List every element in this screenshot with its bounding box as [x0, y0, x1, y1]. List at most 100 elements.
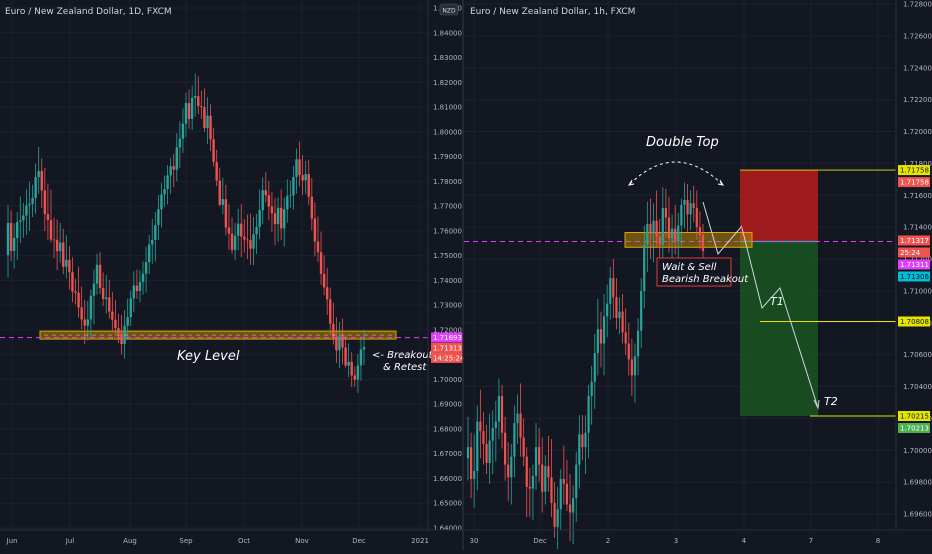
hourly-candle-body — [482, 431, 485, 444]
projection-arrow-icon — [813, 399, 820, 410]
hourly-candle-body — [664, 208, 667, 218]
breakout-label: <- Breakout — [372, 350, 434, 361]
hourly-candle-body — [500, 396, 504, 433]
daily-candle-body — [304, 174, 307, 181]
breakout-path[interactable] — [702, 201, 743, 256]
hourly-candle-body — [525, 456, 528, 487]
hourly-candle-body — [473, 470, 476, 479]
hourly-candle-body — [575, 464, 578, 499]
hourly-price-tag-bg — [898, 235, 930, 246]
daily-candle-body — [108, 297, 111, 312]
daily-key-level-zone — [39, 330, 397, 340]
hourly-candle-body — [559, 478, 562, 510]
hourly-candle-body — [534, 447, 538, 476]
currency-badge[interactable] — [439, 3, 459, 16]
daily-candle-body — [77, 292, 80, 308]
hourly-price-tick: 1.71600 — [903, 192, 932, 200]
daily-candle-body — [332, 323, 335, 338]
hourly-price-tag-bg — [898, 259, 930, 270]
daily-price-tick: 1.66000 — [433, 475, 462, 483]
daily-candle-body — [16, 221, 19, 239]
double-top-arc[interactable] — [629, 161, 723, 185]
daily-price-tick: 1.65000 — [433, 500, 462, 508]
hourly-candle-body — [531, 475, 535, 489]
hourly-candle-body — [488, 440, 491, 464]
hourly-price-tag-bg — [898, 165, 930, 176]
hourly-candle-body — [624, 332, 627, 344]
wait-sell-box[interactable] — [656, 257, 732, 287]
daily-candle-body — [34, 177, 37, 198]
daily-price-tick: 1.78000 — [433, 178, 462, 186]
hourly-price-tick: 1.69600 — [903, 511, 932, 519]
daily-candle-body — [353, 375, 356, 380]
daily-price-tick: 1.83000 — [433, 54, 462, 62]
daily-candle-body — [261, 190, 264, 211]
daily-candle-body — [6, 222, 10, 256]
daily-candle-body — [221, 199, 225, 205]
hourly-candle-body — [476, 421, 479, 471]
hourly-candle-body — [661, 208, 664, 245]
daily-candle-body — [101, 288, 105, 299]
hourly-price-tick: 1.72000 — [903, 128, 932, 136]
target-2-label: T2 — [824, 395, 838, 408]
daily-candle-body — [329, 299, 332, 324]
hourly-candle-body — [701, 235, 705, 252]
hourly-candle-body — [553, 502, 556, 527]
daily-price-tick: 1.80000 — [433, 128, 462, 136]
daily-candle-body — [255, 226, 258, 235]
daily-candle-body — [292, 177, 295, 196]
hourly-candle-body — [686, 200, 689, 215]
hourly-price-tag: 25:24 — [900, 249, 921, 257]
daily-candle-body — [43, 190, 47, 215]
daily-candle-body — [273, 213, 277, 225]
daily-price-axis[interactable]: 1.64000 1.65000 1.66000 1.67000 1.68000 1.690… — [427, 0, 465, 533]
daily-candle-body — [89, 295, 93, 320]
daily-candle-body — [362, 346, 366, 350]
hourly-time-tick: 8 — [876, 537, 880, 545]
hourly-candle-body — [612, 278, 615, 298]
daily-candle-body — [316, 241, 320, 253]
daily-price-tick: 1.81000 — [433, 104, 462, 112]
daily-price-tick: 1.73000 — [433, 302, 462, 310]
daily-candle-body — [71, 272, 74, 292]
daily-candle-body — [307, 174, 310, 197]
hourly-candle-body — [692, 203, 695, 209]
daily-candle-body — [92, 283, 96, 296]
daily-candle-body — [37, 170, 40, 178]
hourly-price-tag: 1.71758 — [900, 179, 929, 187]
daily-candle-body — [224, 199, 228, 228]
hourly-candle-body — [494, 421, 497, 428]
hourly-candle-body — [618, 311, 621, 318]
daily-price-tick: 1.72000 — [433, 326, 462, 334]
hourly-candle-body — [695, 208, 698, 228]
daily-candle-body — [181, 123, 185, 139]
hourly-candle-body — [565, 483, 569, 505]
daily-candle-body — [283, 209, 286, 229]
daily-time-axis[interactable]: Jun Jul Aug Sep Oct Nov Dec 2021 — [0, 529, 463, 545]
daily-candle-body — [203, 107, 206, 129]
hourly-time-axis[interactable]: 30 Dec 2 3 4 7 8 — [464, 529, 932, 545]
daily-candle-body — [298, 159, 301, 176]
hourly-price-axis[interactable]: 1.696001.698001.700001.702001.704001.706… — [895, 0, 932, 530]
projection-path[interactable] — [741, 227, 819, 409]
stop-loss-zone[interactable] — [740, 170, 818, 242]
hourly-candle-body — [602, 316, 606, 344]
daily-candle-body — [19, 220, 22, 222]
hourly-candle-body — [469, 447, 473, 479]
daily-chart-panel[interactable]: Key Level <- Breakout& Retest 1.64000 1.65… — [0, 0, 465, 550]
daily-candle-body — [236, 223, 240, 236]
hourly-price-tick: 1.70000 — [903, 447, 932, 455]
daily-price-tick: 1.64000 — [433, 525, 462, 533]
daily-key-level-box[interactable] — [39, 330, 397, 340]
daily-candle-body — [279, 207, 283, 229]
hourly-candle-body — [528, 486, 531, 489]
daily-time-tick: Nov — [295, 537, 309, 545]
daily-candle-body — [117, 328, 120, 334]
daily-candle-body — [157, 209, 160, 226]
daily-time-tick: Jun — [6, 537, 18, 545]
hourly-candle-body — [568, 504, 572, 513]
daily-candle-body — [126, 317, 129, 326]
hourly-price-tick: 1.72800 — [903, 1, 932, 9]
daily-candle-body — [151, 240, 154, 245]
